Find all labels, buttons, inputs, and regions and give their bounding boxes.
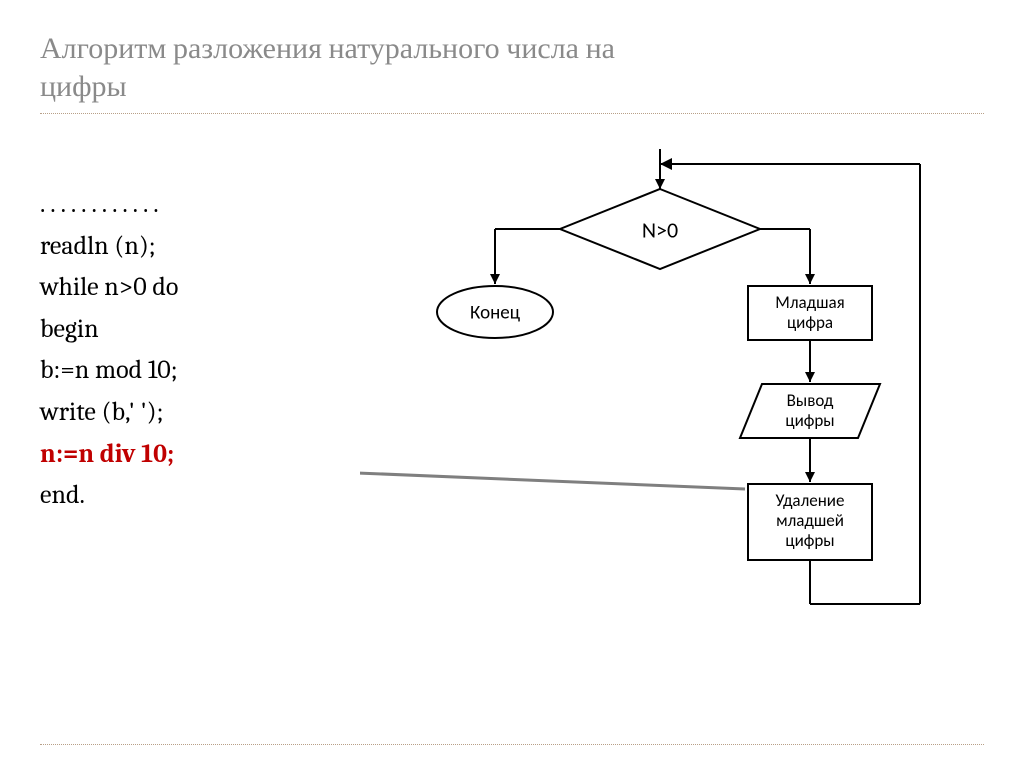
flowchart: N>0 Конец Младшая цифра Вывод цифры (360, 144, 984, 704)
title-underline (40, 113, 984, 114)
code-l3: begin (40, 309, 340, 351)
code-l5: write (b,' '); (40, 392, 340, 434)
code-dots: . . . . . . . . . . . . (40, 184, 340, 226)
box3-l2: младшей (776, 510, 844, 531)
feedback-arrowhead (660, 158, 672, 170)
code-l4: b:=n mod 10; (40, 350, 340, 392)
box2-l2: цифры (785, 410, 834, 431)
code-l6: n:=n div 10; (40, 434, 340, 476)
code-block: . . . . . . . . . . . . readln (n); whil… (40, 144, 340, 704)
code-l2: while n>0 do (40, 267, 340, 309)
code-l7: end. (40, 475, 340, 517)
box1-l2: цифра (787, 312, 833, 333)
footer-underline (40, 744, 984, 745)
annotation-arrow (360, 471, 745, 489)
page-title: Алгоритм разложения натурального числа н… (40, 30, 984, 105)
box3-l3: цифры (785, 530, 834, 551)
flowchart-svg: N>0 Конец Младшая цифра Вывод цифры (360, 144, 980, 724)
content-row: . . . . . . . . . . . . readln (n); whil… (40, 144, 984, 704)
title-line1: Алгоритм разложения натурального числа н… (40, 31, 615, 104)
code-l1: readln (n); (40, 226, 340, 268)
decision-label: N>0 (642, 216, 678, 243)
box3-l1: Удаление (776, 490, 845, 511)
box1-l1: Младшая (775, 292, 844, 313)
end-label: Конец (470, 302, 521, 325)
box2-l1: Вывод (787, 390, 834, 411)
